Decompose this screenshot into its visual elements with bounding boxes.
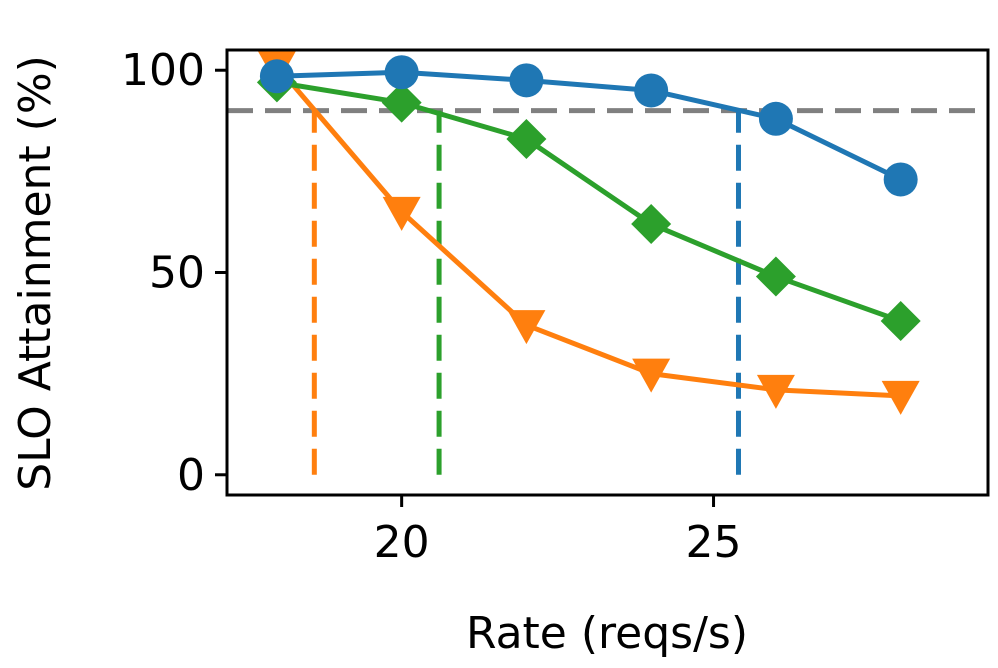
data-point-green-5 bbox=[880, 301, 921, 342]
data-point-green-3 bbox=[631, 203, 672, 244]
data-point-green-4 bbox=[755, 256, 796, 297]
data-point-blue-5 bbox=[883, 162, 918, 197]
y-tick-label-0: 0 bbox=[177, 450, 205, 501]
data-point-orange-5 bbox=[881, 380, 920, 415]
series-line-green bbox=[276, 79, 902, 324]
axis-ticks: 20 25 0 50 100 bbox=[121, 45, 742, 568]
series-line-orange bbox=[275, 64, 901, 399]
data-point-blue-0 bbox=[259, 59, 294, 94]
data-point-orange-4 bbox=[756, 374, 795, 409]
data-point-green-2 bbox=[506, 119, 547, 159]
axes-frame bbox=[225, 48, 990, 497]
data-point-orange-3 bbox=[632, 358, 671, 393]
y-tick-label-2: 100 bbox=[121, 45, 205, 96]
x-tick-label-0: 20 bbox=[374, 517, 430, 568]
data-point-green-1 bbox=[381, 82, 422, 123]
data-point-blue-2 bbox=[509, 63, 544, 98]
y-tick-label-1: 50 bbox=[149, 248, 205, 299]
plot-area bbox=[227, 51, 988, 475]
x-tick-label-1: 25 bbox=[686, 517, 742, 568]
data-point-blue-4 bbox=[758, 101, 793, 136]
series-line-blue bbox=[276, 69, 902, 182]
y-axis-title: SLO Attainment (%) bbox=[10, 55, 61, 491]
data-point-orange-1 bbox=[382, 196, 421, 231]
x-axis-title: Rate (reqs/s) bbox=[466, 608, 748, 659]
data-point-blue-1 bbox=[384, 55, 419, 90]
data-point-blue-3 bbox=[634, 73, 669, 108]
data-point-orange-2 bbox=[507, 310, 546, 345]
